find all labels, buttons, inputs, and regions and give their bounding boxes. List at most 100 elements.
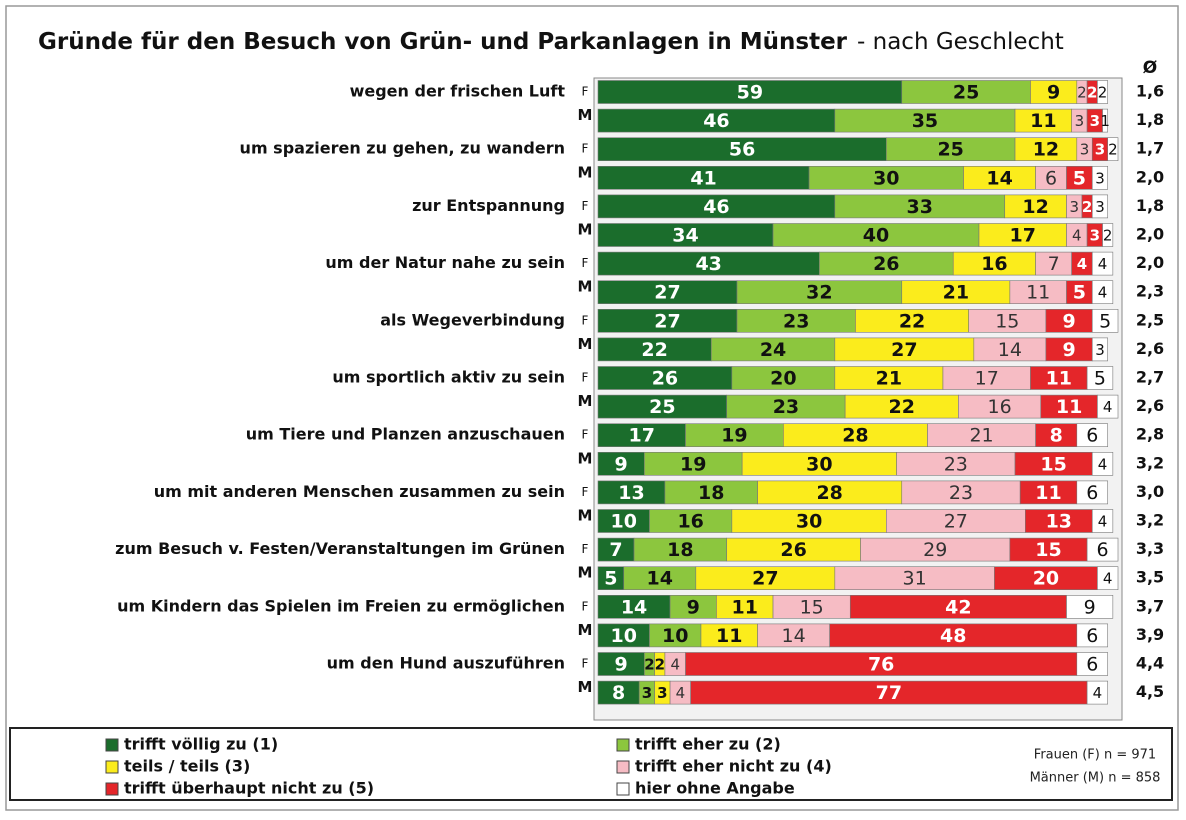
average-label: 3,7	[1136, 596, 1164, 615]
value-label: 43	[695, 253, 721, 275]
bar-segment	[1107, 137, 1119, 161]
value-label: 5	[1094, 368, 1106, 390]
chart-title: Gründe für den Besuch von Grün- und Park…	[38, 29, 1064, 55]
value-label: 5	[1073, 282, 1086, 304]
value-label: 56	[729, 139, 755, 161]
title-text: Gründe für den Besuch von Grün- und Park…	[38, 29, 848, 55]
value-label: 2	[644, 656, 654, 674]
value-label: 15	[1035, 539, 1061, 561]
value-label: 27	[752, 568, 778, 590]
bar-segment	[1066, 594, 1114, 619]
bar-segment	[1076, 623, 1109, 648]
value-label: 4	[1103, 570, 1113, 588]
value-label: 11	[716, 625, 742, 647]
value-label: 14	[621, 596, 647, 618]
value-label: 46	[703, 110, 729, 132]
value-label: 59	[737, 82, 763, 104]
legend-swatch	[616, 760, 630, 774]
value-label: 16	[987, 396, 1011, 418]
bar-segment	[1091, 451, 1114, 476]
category-label: M	[578, 392, 593, 410]
value-label: 26	[873, 253, 899, 275]
note: Männer (M) n = 858	[1030, 771, 1161, 786]
bar-segment	[1091, 251, 1114, 276]
value-label: 11	[1046, 368, 1072, 390]
average-label: 3,9	[1136, 625, 1164, 644]
value-label: 11	[1035, 482, 1061, 504]
bar-segment	[1076, 652, 1109, 676]
category-label: M	[578, 278, 593, 296]
value-label: 28	[842, 425, 868, 447]
legend-label: trifft eher zu (2)	[635, 735, 781, 754]
group-label: um sportlich aktiv zu sein	[332, 368, 565, 387]
average-label: 1,8	[1136, 196, 1164, 215]
category-label: M	[578, 449, 593, 467]
legend-label: trifft eher nicht zu (4)	[635, 757, 832, 776]
value-label: 3	[1095, 169, 1105, 187]
value-label: 35	[912, 110, 938, 132]
legend-swatch	[105, 782, 119, 796]
value-label: 6	[1045, 167, 1057, 189]
value-label: 18	[667, 539, 693, 561]
value-label: 3	[657, 684, 667, 702]
value-label: 40	[863, 225, 889, 247]
legend-label: teils / teils (3)	[124, 757, 250, 776]
value-label: 19	[721, 425, 747, 447]
value-label: 16	[677, 511, 703, 533]
value-label: 14	[647, 568, 673, 590]
value-label: 10	[611, 625, 637, 647]
value-label: 1	[1100, 112, 1110, 130]
category-label: F	[582, 199, 589, 213]
value-label: 13	[618, 482, 644, 504]
value-label: 3	[1095, 341, 1105, 359]
category-label: M	[578, 621, 593, 639]
group-label: als Wegeverbindung	[380, 310, 565, 329]
value-label: 22	[899, 310, 925, 332]
average-label: 2,6	[1136, 396, 1164, 415]
average-label: 4,4	[1136, 654, 1164, 673]
avg-header: Ø	[1143, 58, 1157, 78]
value-label: 30	[873, 167, 899, 189]
value-label: 8	[1050, 425, 1063, 447]
value-label: 14	[986, 167, 1012, 189]
value-label: 11	[732, 596, 758, 618]
category-label: M	[578, 221, 593, 239]
bar-segment	[1097, 566, 1119, 591]
category-label: F	[582, 657, 589, 671]
value-label: 22	[889, 396, 915, 418]
group-label: um den Hund auszuführen	[327, 654, 565, 673]
value-label: 5	[604, 568, 617, 590]
value-label: 6	[1086, 482, 1098, 504]
value-label: 20	[1033, 568, 1059, 590]
value-label: 17	[1010, 225, 1036, 247]
value-label: 14	[998, 339, 1022, 361]
value-label: 30	[796, 511, 822, 533]
value-label: 4	[1072, 227, 1082, 245]
average-label: 2,6	[1136, 339, 1164, 358]
value-label: 4	[1077, 255, 1087, 273]
value-label: 11	[1056, 396, 1082, 418]
value-label: 2	[1077, 84, 1087, 102]
bar-segment	[1091, 308, 1119, 333]
value-label: 17	[629, 425, 655, 447]
value-label: 10	[611, 511, 637, 533]
value-label: 6	[1086, 425, 1098, 447]
bar-segment	[1091, 280, 1114, 305]
value-label: 28	[816, 482, 842, 504]
value-label: 4	[1098, 284, 1108, 302]
value-label: 3	[1080, 141, 1090, 159]
value-label: 4	[1093, 684, 1103, 702]
category-label: F	[582, 371, 589, 385]
average-label: 1,7	[1136, 139, 1164, 158]
value-label: 2	[655, 656, 665, 674]
value-label: 9	[1047, 82, 1060, 104]
value-label: 15	[800, 596, 824, 618]
value-label: 6	[1086, 654, 1098, 676]
category-label: M	[578, 106, 593, 124]
bar-segment	[1102, 223, 1114, 247]
average-label: 3,5	[1136, 568, 1164, 587]
average-label: 3,2	[1136, 453, 1164, 472]
value-label: 19	[680, 453, 706, 475]
value-label: 20	[770, 368, 796, 390]
legend-swatch	[105, 738, 119, 752]
